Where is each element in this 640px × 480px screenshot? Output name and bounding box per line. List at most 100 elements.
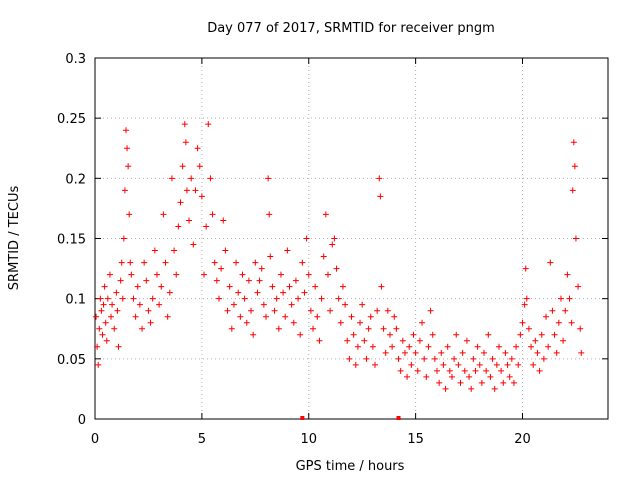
data-point	[318, 295, 325, 302]
data-point	[508, 355, 515, 362]
data-point	[359, 301, 366, 308]
data-point	[201, 271, 208, 278]
data-point	[113, 289, 120, 296]
data-point	[290, 319, 297, 326]
data-point	[111, 325, 118, 332]
data-point	[215, 295, 222, 302]
data-point	[103, 337, 110, 344]
x-tick-label: 20	[514, 432, 531, 447]
data-point	[571, 163, 578, 170]
data-point	[478, 379, 485, 386]
data-point	[466, 373, 473, 380]
data-point	[410, 331, 417, 338]
data-point	[207, 175, 214, 182]
data-point	[222, 247, 229, 254]
data-point	[100, 301, 107, 308]
data-point	[553, 349, 560, 356]
data-point	[128, 271, 135, 278]
data-point	[134, 283, 141, 290]
data-point	[93, 313, 100, 320]
data-point	[570, 139, 577, 146]
data-point	[94, 343, 101, 350]
data-point	[314, 313, 321, 320]
data-point	[158, 283, 165, 290]
data-point	[451, 355, 458, 362]
data-point	[175, 223, 182, 230]
data-point	[344, 337, 351, 344]
data-point	[489, 355, 496, 362]
data-point	[487, 373, 494, 380]
data-point	[282, 313, 289, 320]
data-point	[115, 343, 122, 350]
data-point	[237, 313, 244, 320]
data-point	[566, 295, 573, 302]
data-point	[102, 319, 109, 326]
data-point	[145, 307, 152, 314]
data-point	[329, 241, 336, 248]
data-point	[357, 319, 364, 326]
data-point	[114, 307, 121, 314]
data-point	[517, 331, 524, 338]
data-point	[226, 283, 233, 290]
data-point	[97, 295, 104, 302]
data-point	[534, 349, 541, 356]
data-point	[239, 271, 246, 278]
data-point	[333, 265, 340, 272]
x-axis-label: GPS time / hours	[296, 459, 405, 474]
data-point	[523, 295, 530, 302]
data-point	[446, 367, 453, 374]
data-point	[572, 235, 579, 242]
data-point	[117, 277, 124, 284]
data-point	[538, 331, 545, 338]
data-point	[127, 259, 134, 266]
y-tick-label: 0.3	[65, 52, 86, 67]
data-points	[93, 121, 585, 420]
data-point	[532, 337, 539, 344]
data-point	[301, 289, 308, 296]
data-point	[393, 325, 400, 332]
data-point	[166, 289, 173, 296]
data-point	[545, 343, 552, 350]
data-point	[568, 319, 575, 326]
data-point	[124, 145, 131, 152]
data-point	[118, 259, 125, 266]
data-point	[96, 325, 103, 332]
data-point	[243, 319, 250, 326]
data-point	[483, 367, 490, 374]
data-point	[391, 313, 398, 320]
data-point	[372, 361, 379, 368]
data-point	[412, 349, 419, 356]
data-point	[401, 349, 408, 356]
data-point	[120, 235, 127, 242]
data-point	[121, 187, 128, 194]
data-point	[160, 211, 167, 218]
data-point	[557, 295, 564, 302]
data-point	[228, 325, 235, 332]
data-point	[463, 337, 470, 344]
y-tick-label: 0.15	[57, 233, 86, 248]
data-point	[230, 301, 237, 308]
data-point	[485, 331, 492, 338]
data-point	[220, 217, 227, 224]
data-point	[540, 355, 547, 362]
data-point	[470, 355, 477, 362]
data-point	[310, 325, 317, 332]
data-point	[181, 121, 188, 128]
data-point	[205, 121, 212, 128]
data-point	[421, 355, 428, 362]
data-point	[578, 349, 585, 356]
data-point	[265, 175, 272, 182]
y-tick-label: 0	[78, 413, 86, 428]
data-point	[312, 283, 319, 290]
data-point	[125, 163, 132, 170]
data-point	[431, 355, 438, 362]
data-point	[322, 211, 329, 218]
data-point	[474, 343, 481, 350]
data-point	[380, 325, 387, 332]
data-point	[528, 343, 535, 350]
data-point	[419, 319, 426, 326]
data-point	[408, 361, 415, 368]
data-point	[130, 295, 137, 302]
data-point	[350, 331, 357, 338]
data-point	[363, 355, 370, 362]
